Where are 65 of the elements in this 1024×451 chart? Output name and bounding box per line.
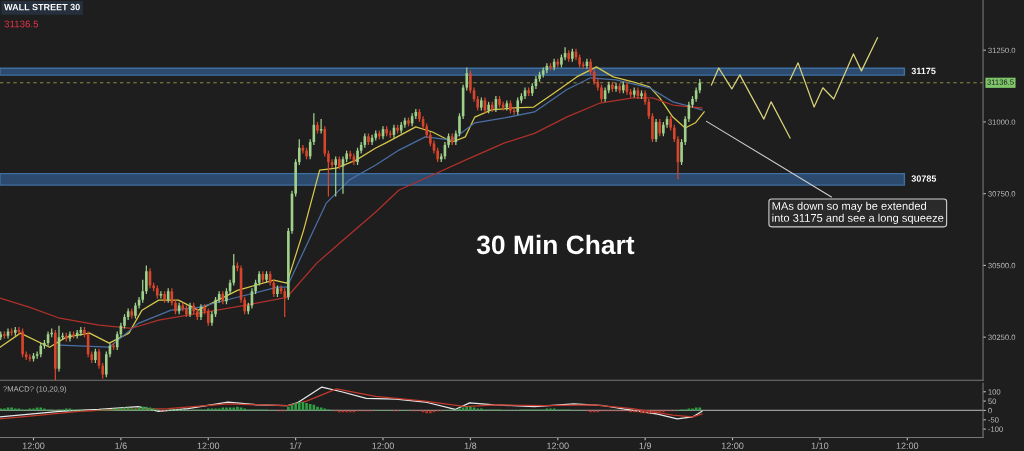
bar xyxy=(469,406,472,411)
candlestick xyxy=(396,124,399,135)
candlestick xyxy=(174,299,177,315)
bar xyxy=(305,402,308,411)
annotation: 30 Min Chart xyxy=(476,234,635,255)
candlestick xyxy=(498,95,501,109)
band-label: 30785 xyxy=(911,175,937,182)
candlestick xyxy=(35,350,39,360)
candlestick xyxy=(276,284,279,298)
bar xyxy=(145,406,148,411)
candlestick xyxy=(334,155,337,198)
bar xyxy=(141,406,145,411)
bar xyxy=(651,410,654,414)
bar xyxy=(294,402,297,411)
candlestick xyxy=(509,99,512,114)
bar xyxy=(236,406,239,411)
band-label: 31175 xyxy=(911,67,936,75)
x-tick-label: 1/8 xyxy=(464,442,477,449)
candlestick xyxy=(316,121,319,135)
candlestick xyxy=(265,270,268,284)
candlestick xyxy=(163,290,166,304)
candlestick xyxy=(512,106,516,116)
candlestick xyxy=(611,81,614,93)
x-tick-label: 12:00 xyxy=(547,442,569,449)
candlestick xyxy=(356,147,359,166)
x-tick-label: 1/7 xyxy=(290,442,302,449)
candlestick xyxy=(680,138,683,166)
bar xyxy=(640,410,643,414)
bar xyxy=(429,410,432,414)
candlestick xyxy=(28,353,32,363)
x-tick-label: 12:00 xyxy=(721,442,744,449)
candlestick xyxy=(145,264,148,295)
candlestick xyxy=(600,84,603,103)
candlestick xyxy=(589,58,592,76)
candlestick xyxy=(32,352,35,363)
bar xyxy=(316,406,319,411)
x-tick-label: 12:00 xyxy=(372,442,394,449)
x-tick-label: 12:00 xyxy=(22,442,45,449)
bar xyxy=(465,406,469,411)
bar xyxy=(287,406,290,411)
x-tick-label: 1/9 xyxy=(639,442,652,449)
candlestick xyxy=(283,287,287,318)
candlestick xyxy=(367,132,370,146)
x-tick-label: 1/6 xyxy=(115,442,127,449)
x-tick-label: 12:00 xyxy=(896,442,919,449)
x-tick-label: 12:00 xyxy=(197,442,220,449)
bar xyxy=(647,410,651,414)
candlestick xyxy=(185,304,188,318)
x-tick-label: 1/10 xyxy=(811,442,829,449)
candlestick xyxy=(21,327,24,358)
candlestick xyxy=(651,112,654,143)
bar xyxy=(308,403,312,411)
candlestick xyxy=(297,138,301,166)
candlestick xyxy=(72,330,75,340)
annotation: MAs down so may be extended into 31175 and see a long squeeze xyxy=(772,201,944,225)
candlestick xyxy=(319,118,323,135)
candlestick xyxy=(159,290,163,300)
chart-title: WALL STREET 30 xyxy=(4,3,80,11)
candlestick xyxy=(141,279,145,304)
candlestick xyxy=(327,150,330,198)
text: 31136.5 xyxy=(4,20,39,28)
candlestick xyxy=(305,147,308,160)
bar xyxy=(297,402,301,411)
candlestick xyxy=(640,89,643,100)
bar xyxy=(425,410,429,414)
